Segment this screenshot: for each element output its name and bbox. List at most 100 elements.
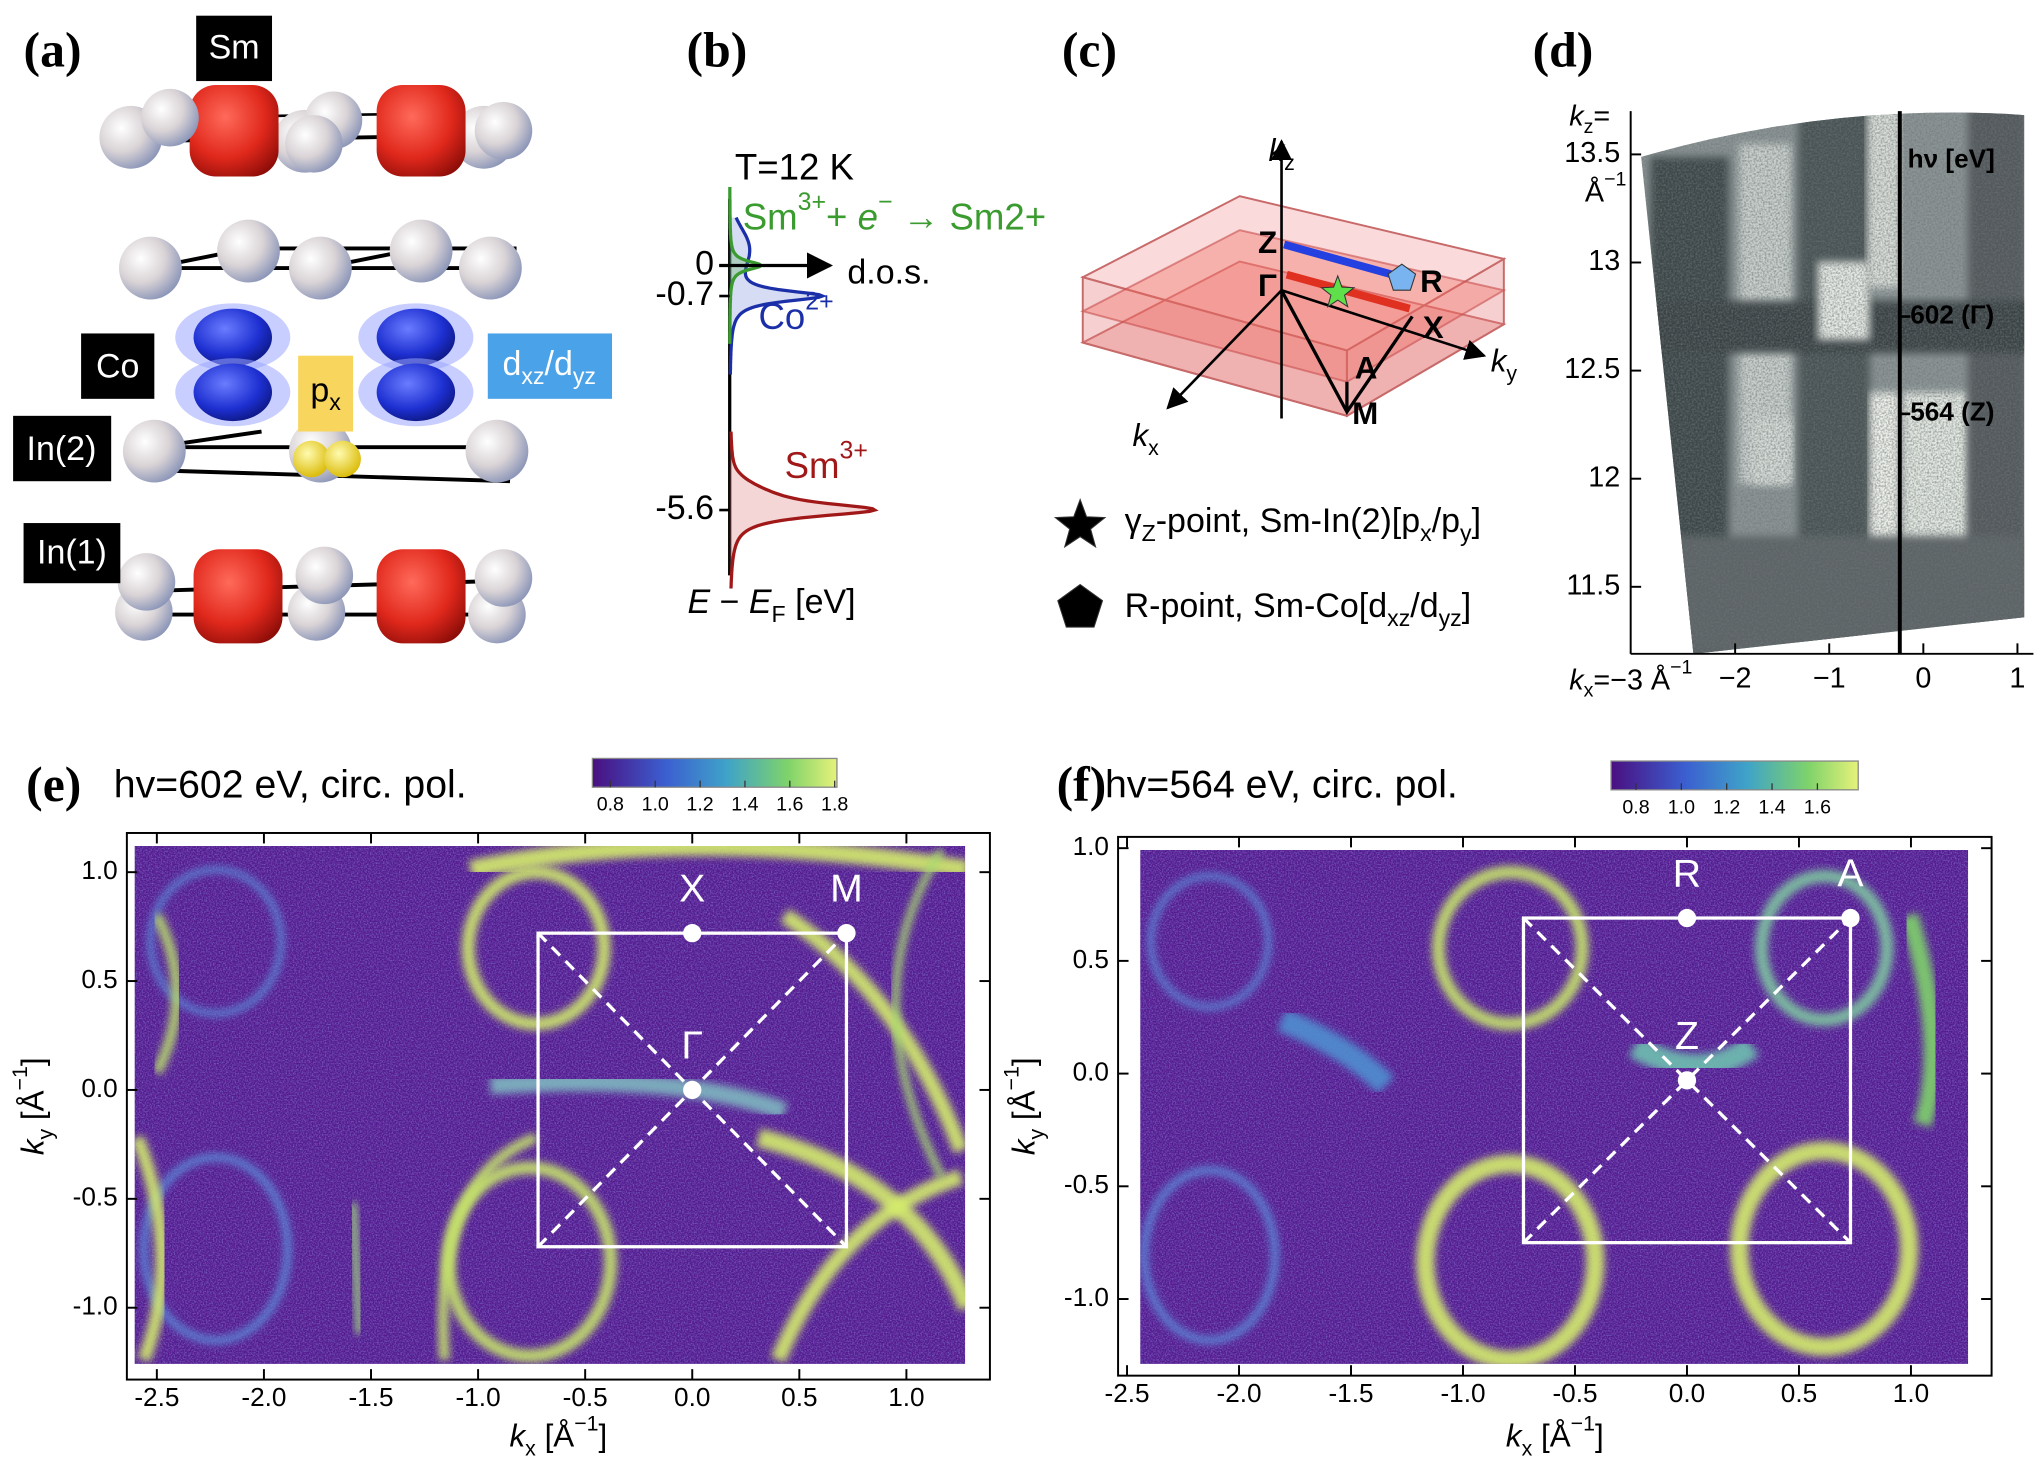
label-part: k <box>16 1138 51 1155</box>
point-label: Γ <box>1258 268 1277 303</box>
atom <box>474 101 533 160</box>
symmetry-point <box>683 923 702 943</box>
temperature: T=12 K <box>735 147 854 188</box>
x-tick-label: 0.0 <box>674 1382 710 1412</box>
label-part: = <box>1593 100 1610 132</box>
colorbar-tick-label: 1.0 <box>1668 796 1695 818</box>
x-axis-label: kx [Å−1] <box>1506 1411 1604 1460</box>
fermi-map-e: -2.5 -2.0 -1.5 -1.0 -0.5 0.0 0.5 1.0 -1.0 -0.5 0.0… <box>8 757 991 1460</box>
label-part: /d <box>1410 587 1438 625</box>
colorbar-tick-label: 0.8 <box>597 794 624 816</box>
co-label: Co2+ <box>758 287 833 337</box>
sm-label: Sm3+ <box>785 436 868 486</box>
y-tick-label: 0.0 <box>81 1073 117 1103</box>
dos-peak <box>729 431 879 589</box>
map-feature <box>1416 1154 1605 1364</box>
map-feature <box>756 1128 966 1312</box>
label-part: E <box>749 583 772 621</box>
map-feature <box>770 1169 964 1363</box>
y-tick-label: -1.0 <box>73 1291 118 1321</box>
label-box <box>81 333 155 399</box>
label-part: x <box>525 1436 536 1460</box>
label-part: y <box>1024 1128 1048 1139</box>
y-tick-label: 11.5 <box>1566 569 1620 601</box>
label-part: y <box>1506 361 1517 385</box>
plot-frame <box>1117 835 1993 1377</box>
y-tick-label: 1.0 <box>1073 831 1109 861</box>
y-tick-label: 0.5 <box>1073 944 1109 974</box>
label-part: −1 <box>1571 1411 1595 1435</box>
label-part: ] <box>599 1419 608 1454</box>
label-part: → Sm <box>893 196 1005 237</box>
atom <box>141 88 199 147</box>
map-feature <box>1140 1166 1279 1345</box>
map-feature <box>349 1202 364 1335</box>
label-box <box>487 333 613 399</box>
atom <box>289 236 352 300</box>
map-feature <box>468 846 966 879</box>
x-axis-label: kx [Å−1] <box>510 1411 608 1460</box>
label-part: −1 <box>8 1066 32 1090</box>
x-tick-label: 0.5 <box>1781 1378 1817 1408</box>
atom <box>459 236 522 300</box>
kz-map-image <box>1641 112 2025 654</box>
label-part: ] <box>16 1057 51 1066</box>
label-part: Sm <box>785 445 840 486</box>
label-part: ] <box>1595 1419 1604 1454</box>
y-tick-label: 0.0 <box>1073 1056 1109 1086</box>
colorbar-tick-label: 1.4 <box>731 794 758 816</box>
legend-entry: R-point, Sm-Co[dxz/dyz] <box>1125 587 1472 631</box>
atom <box>285 115 343 173</box>
label-box <box>196 15 273 82</box>
map-texture <box>1140 849 1969 1364</box>
label-part: ] <box>1007 1057 1042 1066</box>
x-tick-label: −1 <box>1813 663 1846 695</box>
fermi-map-f: -2.5 -2.0 -1.5 -1.0 -0.5 0.0 0.5 1.0 -1.0 -0.5 0.0… <box>999 760 1993 1460</box>
label-part: y <box>33 1128 57 1139</box>
label-part: ] <box>1462 587 1471 625</box>
co-orbital <box>193 363 273 422</box>
x-tick-label: −2 <box>1719 663 1752 695</box>
point-label: R <box>1420 264 1443 299</box>
colorbar-scale <box>1610 760 1859 791</box>
orbital-label: px <box>310 371 341 415</box>
map-feature <box>1628 1035 1760 1078</box>
x-tick-label: 0 <box>1915 663 1931 695</box>
atom-label: Sm <box>209 29 260 67</box>
label-part: + <box>826 196 858 237</box>
intensity-map <box>1140 849 1969 1364</box>
label-part: 3+ <box>798 188 826 216</box>
x-tick-label: 1 <box>2009 663 2025 695</box>
y-tick-label: -0.5 <box>73 1182 118 1212</box>
label-part: d <box>503 345 522 383</box>
label-box <box>23 523 121 584</box>
y-tick-label: 13.5 <box>1564 137 1620 169</box>
label-part: yz <box>573 363 596 389</box>
label-part: p <box>310 371 329 409</box>
map-feature <box>1147 872 1272 1011</box>
y-tick-label: 0.5 <box>81 964 117 994</box>
map-feature <box>461 865 611 1031</box>
label-part: k <box>1491 344 1508 379</box>
symmetry-point <box>683 1080 702 1100</box>
map-feature <box>1900 912 1942 1128</box>
y-axis-label: ky [Å−1] <box>8 1057 57 1155</box>
point-label: Z <box>1675 1014 1699 1058</box>
map-texture <box>134 846 966 1364</box>
label-part: [Å <box>16 1090 51 1128</box>
atom <box>217 219 280 283</box>
label-part: k <box>1569 664 1585 696</box>
point-label: Γ <box>681 1023 703 1067</box>
hv-tick-label: 602 (Γ) <box>1910 299 1994 329</box>
label-part: 3+ <box>840 436 868 464</box>
axis-label: kz <box>1268 133 1294 174</box>
label-part: x <box>1420 520 1432 546</box>
reaction: Sm3++ e− → Sm2+ <box>743 188 1046 238</box>
x-tick-label: -0.5 <box>563 1382 608 1412</box>
